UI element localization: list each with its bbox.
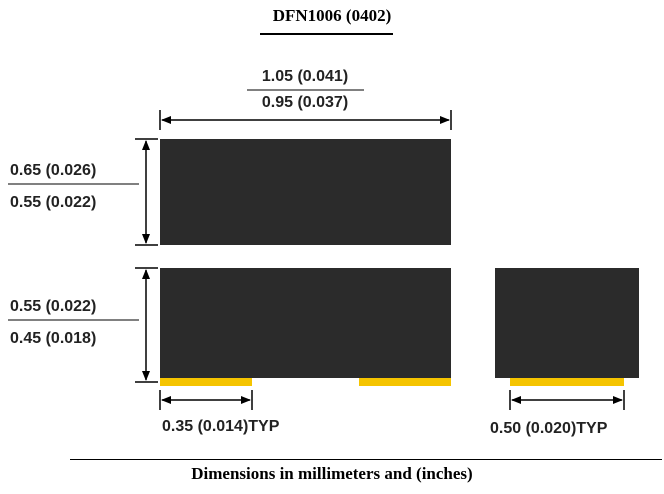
caption: Dimensions in millimeters and (inches): [191, 464, 473, 483]
top-height-max-label: 0.65 (0.026): [10, 162, 96, 179]
top-height-min-label: 0.55 (0.022): [10, 194, 96, 211]
length-max-label: 1.05 (0.041): [262, 68, 348, 85]
length-min-label: 0.95 (0.037): [262, 94, 348, 111]
caption-divider: [70, 459, 662, 460]
side-view-pad-right: [359, 378, 451, 386]
side-height-min-label: 0.45 (0.018): [10, 330, 96, 347]
end-view-body: [495, 268, 639, 378]
end-view-pad: [510, 378, 624, 386]
side-height-max-label: 0.55 (0.022): [10, 298, 96, 315]
top-view-body: [160, 139, 451, 245]
side-view-pad-left: [160, 378, 252, 386]
diagram-title: DFN1006 (0402): [272, 6, 392, 25]
side-view-body: [160, 268, 451, 378]
pad-width-label: 0.50 (0.020)TYP: [490, 420, 608, 437]
pad-length-label: 0.35 (0.014)TYP: [162, 418, 280, 435]
title-underline: [260, 33, 393, 35]
